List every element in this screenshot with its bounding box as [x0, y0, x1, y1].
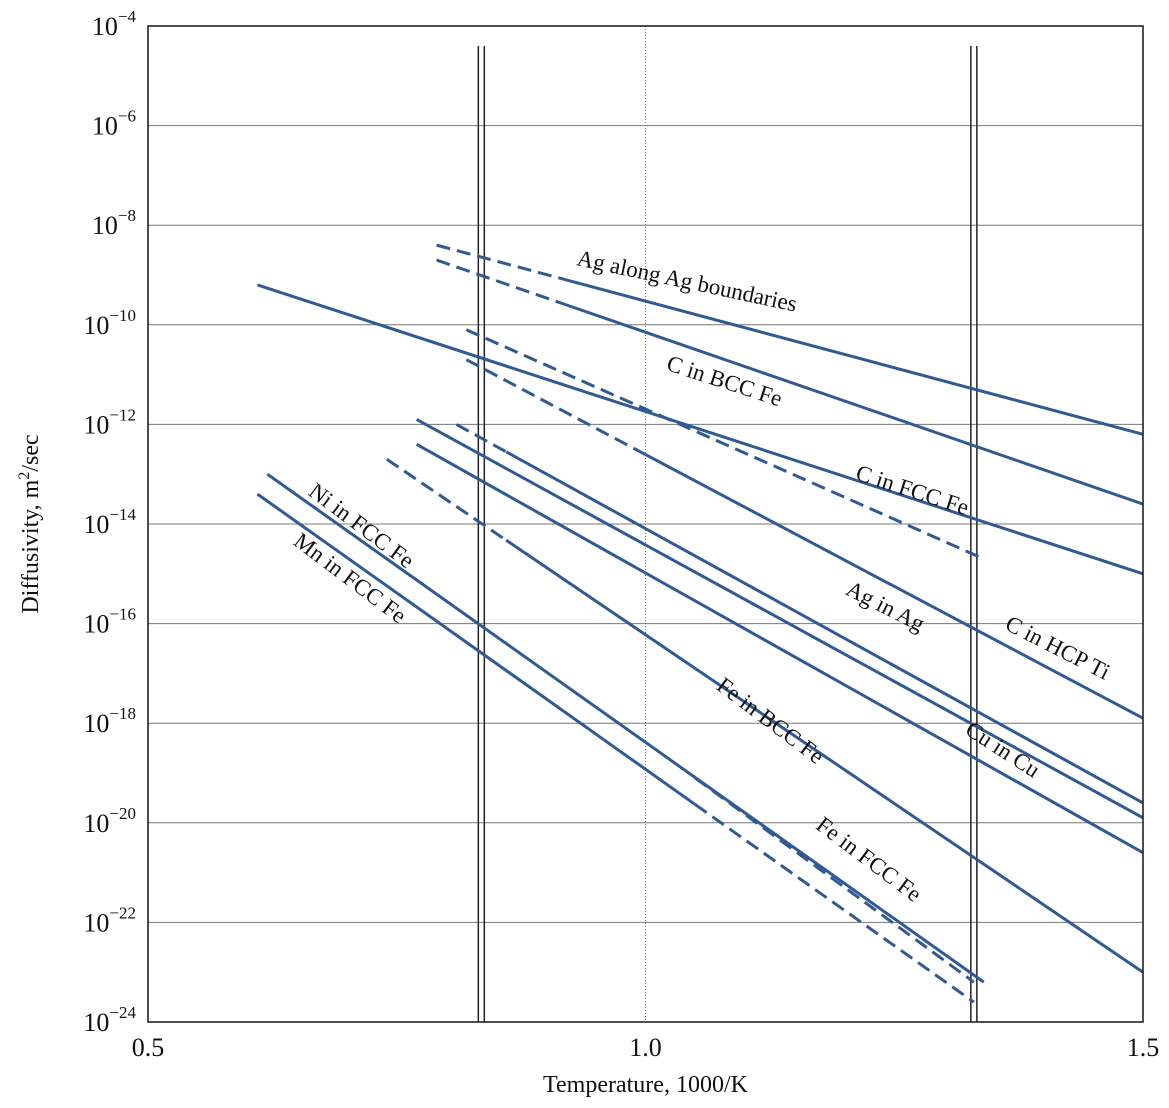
y-tick-label: 10−22	[83, 903, 136, 937]
y-tick-label: 10−4	[92, 7, 137, 41]
series-line	[644, 453, 1144, 720]
y-tick-base: 10	[92, 12, 118, 41]
series-lines	[256, 243, 1144, 1004]
x-axis-title: Temperature, 1000/K	[543, 1072, 749, 1098]
y-tick-exponent: −18	[109, 704, 136, 723]
y-tick-base: 10	[83, 610, 109, 639]
y-tick-base: 10	[92, 211, 118, 240]
y-tick-base: 10	[83, 709, 109, 738]
y-tick-exponent: −12	[109, 405, 136, 424]
y-axis-title-sup: 2	[16, 472, 33, 480]
series-line-dashed	[436, 258, 567, 307]
series-line-dashed	[465, 328, 985, 561]
series-line-dashed	[465, 358, 647, 456]
y-tick-exponent: −20	[109, 804, 136, 823]
plot-frame	[147, 25, 1144, 1023]
y-axis-title-main: Diffusivity, m	[18, 479, 44, 613]
x-tick-label: 0.5	[132, 1033, 165, 1062]
y-tick-exponent: −4	[118, 7, 137, 26]
series-line	[565, 278, 1144, 436]
y-tick-exponent: −10	[109, 306, 136, 325]
y-tick-label: 10−20	[83, 804, 136, 838]
series-line	[266, 472, 985, 984]
y-tick-base: 10	[92, 112, 118, 141]
series-line	[256, 283, 1144, 576]
series-line-dashed	[436, 243, 567, 282]
y-tick-label: 10−10	[83, 306, 136, 340]
y-tick-label: 10−24	[83, 1003, 136, 1037]
series-line	[505, 539, 1144, 974]
y-tick-exponent: −24	[109, 1003, 136, 1022]
y-axis-title: Diffusivity, m2/sec	[16, 434, 44, 613]
series-line-dashed	[455, 423, 507, 454]
series-line	[415, 443, 1144, 854]
x-tick-label: 1.0	[629, 1033, 662, 1062]
reference-lines	[477, 46, 978, 1022]
series-line	[565, 303, 1144, 506]
y-axis-title-tail: /sec	[18, 434, 44, 471]
y-tick-base: 10	[83, 1008, 109, 1037]
y-tick-exponent: −6	[118, 107, 136, 126]
series-line-dashed	[694, 776, 975, 984]
y-tick-base: 10	[83, 410, 109, 439]
y-tick-base: 10	[83, 908, 109, 937]
y-tick-base: 10	[83, 311, 109, 340]
y-tick-exponent: −16	[109, 605, 136, 624]
y-tick-exponent: −22	[109, 903, 136, 922]
y-tick-label: 10−16	[83, 605, 136, 639]
y-tick-base: 10	[83, 510, 109, 539]
x-tick-label: 1.5	[1127, 1033, 1160, 1062]
y-tick-exponent: −14	[109, 505, 136, 524]
y-tick-labels: 10−410−610−810−1010−1210−1410−1610−1810−…	[83, 7, 136, 1037]
y-tick-label: 10−6	[92, 107, 136, 141]
series-line	[505, 450, 1144, 805]
y-tick-label: 10−8	[92, 206, 136, 240]
y-tick-label: 10−14	[83, 505, 136, 539]
y-tick-label: 10−18	[83, 704, 136, 738]
series-line-dashed	[694, 803, 975, 1004]
x-tick-labels: 0.5 1.0 1.5	[132, 1033, 1160, 1062]
series-line-dashed	[385, 458, 508, 542]
series-line	[256, 492, 697, 806]
y-tick-exponent: −8	[118, 206, 136, 225]
y-tick-label: 10−12	[83, 405, 136, 439]
y-tick-base: 10	[83, 809, 109, 838]
series-line	[415, 418, 1144, 820]
